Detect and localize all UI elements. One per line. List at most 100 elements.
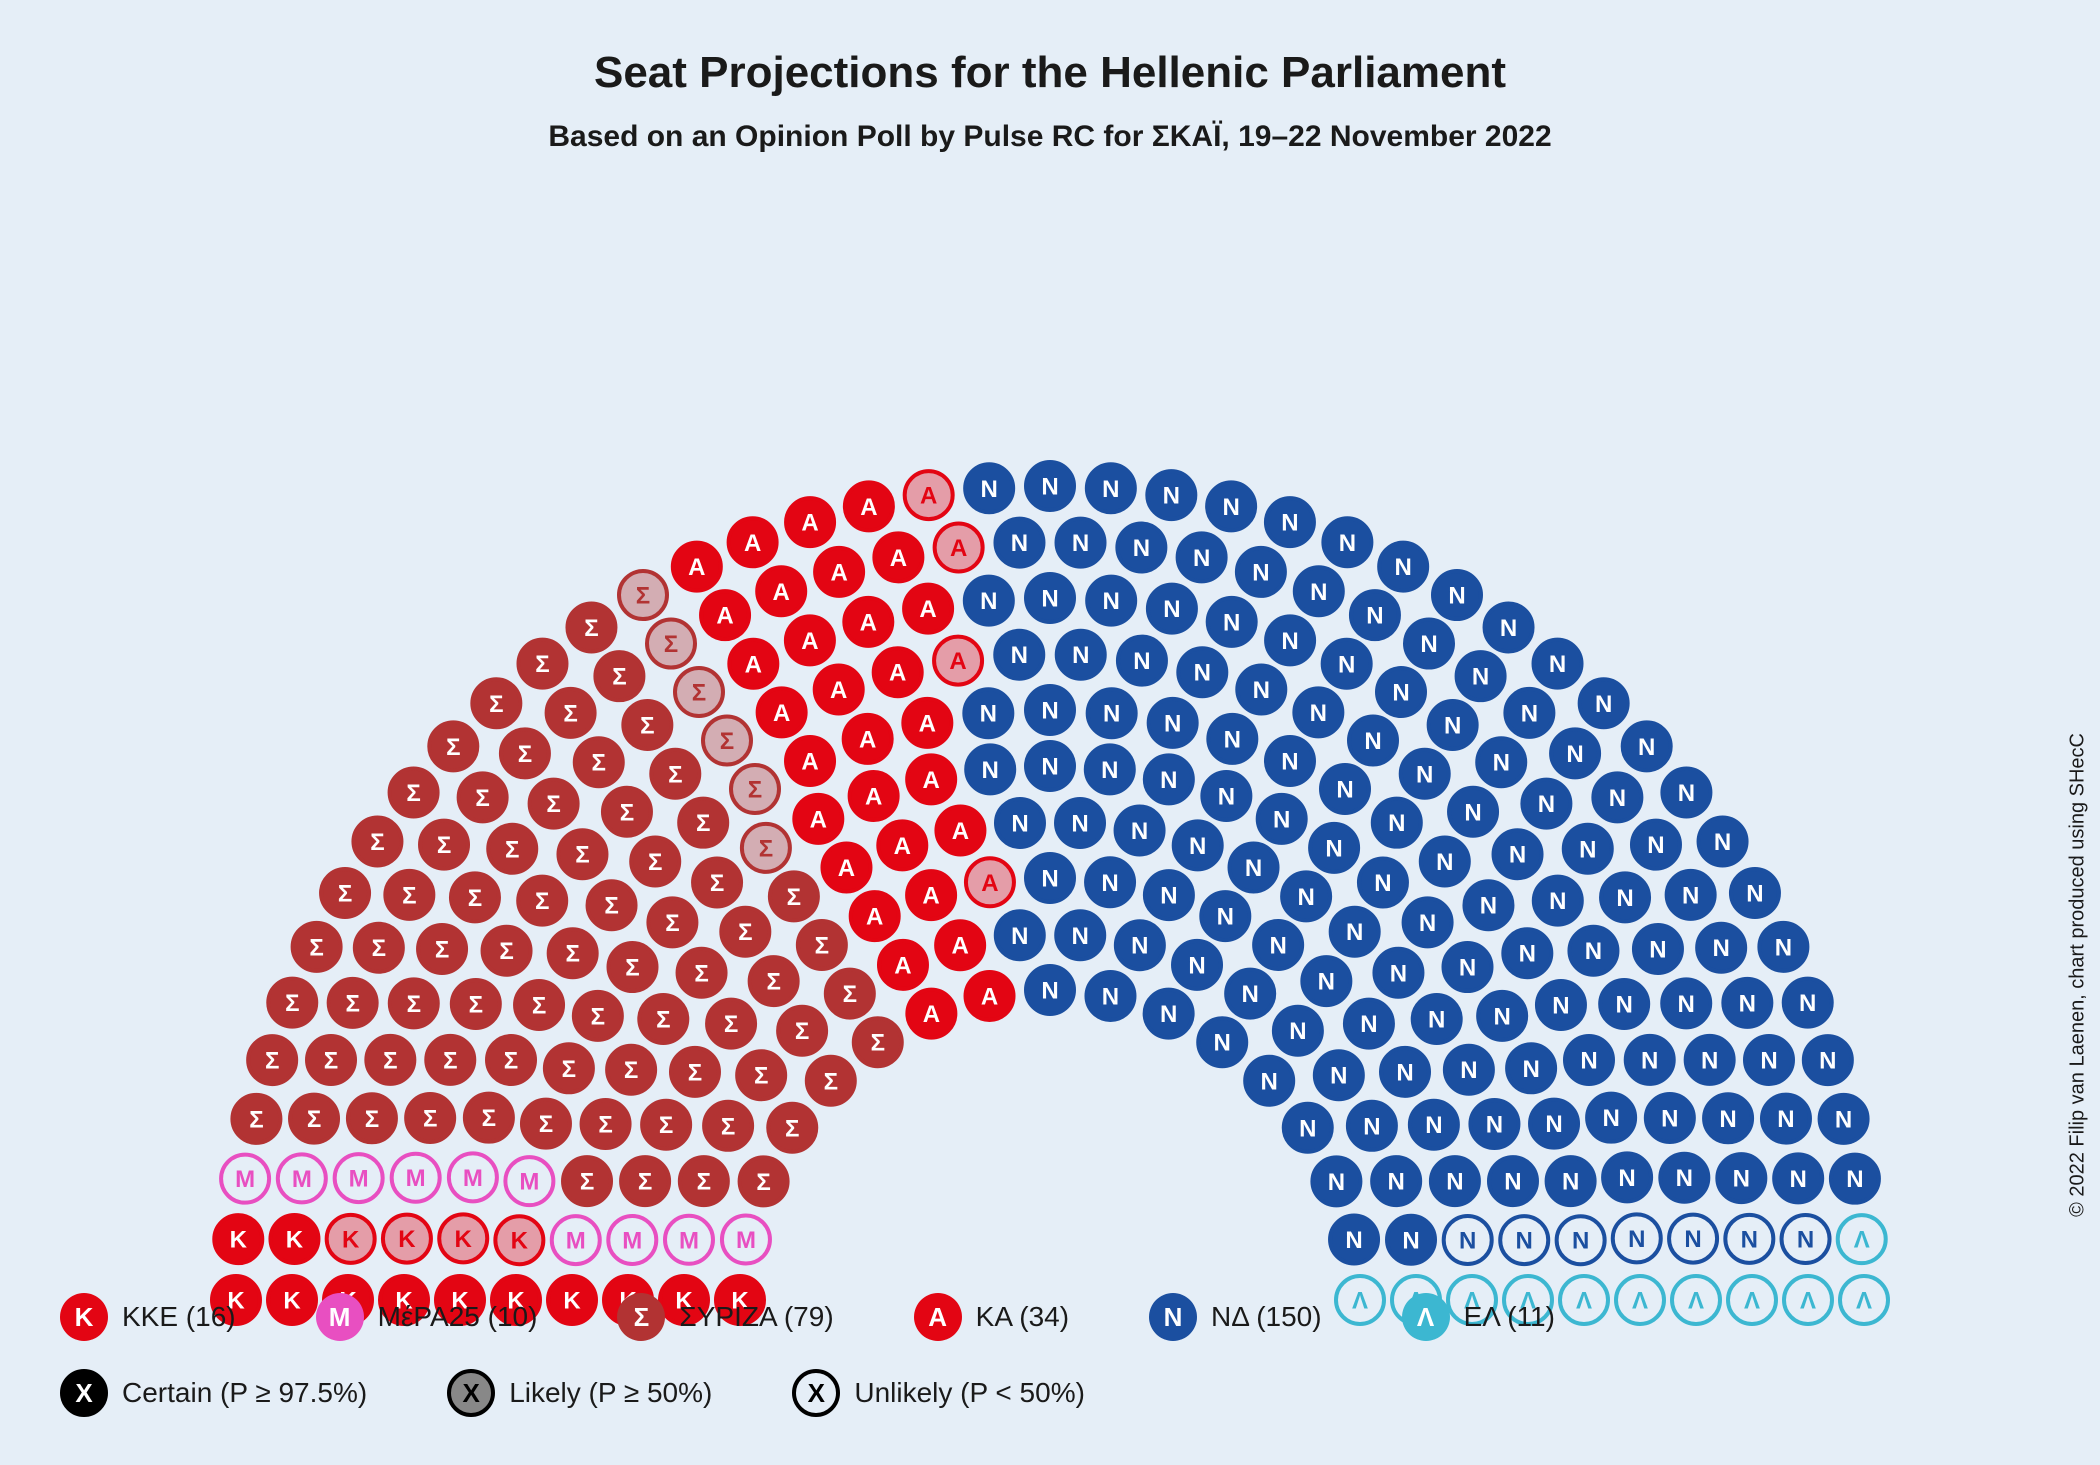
svg-text:Σ: Σ: [535, 651, 549, 678]
seat: Ν: [1086, 858, 1134, 906]
svg-text:Ν: Ν: [1374, 870, 1391, 897]
svg-text:Ν: Ν: [1428, 1007, 1445, 1034]
seat: Ν: [1026, 574, 1074, 622]
svg-text:Ν: Ν: [1218, 783, 1235, 810]
legend-item-unlikely: XUnlikely (P < 50%): [792, 1369, 1085, 1417]
svg-text:Σ: Σ: [756, 1169, 770, 1196]
seat: Σ: [854, 1018, 902, 1066]
seat: Ν: [1478, 992, 1526, 1040]
svg-text:Σ: Σ: [710, 870, 724, 897]
svg-text:Ν: Ν: [1163, 596, 1180, 623]
seat: Σ: [518, 640, 566, 688]
svg-text:Ν: Ν: [1760, 1047, 1777, 1074]
seat: Ν: [1646, 1094, 1694, 1142]
svg-text:Ν: Ν: [1041, 698, 1058, 725]
svg-text:Σ: Σ: [437, 832, 451, 859]
seat: Ν: [1295, 567, 1343, 615]
seat: Ν: [1173, 941, 1221, 989]
svg-text:Ν: Ν: [1189, 833, 1206, 860]
svg-text:Σ: Σ: [815, 932, 829, 959]
seat: Ν: [1230, 843, 1278, 891]
seat: Ν: [1178, 648, 1226, 696]
seat: Ν: [1522, 780, 1570, 828]
seat: Ν: [1600, 980, 1648, 1028]
svg-text:Ν: Ν: [1188, 952, 1205, 979]
svg-text:Ν: Ν: [1797, 1227, 1814, 1254]
seat: Ν: [1026, 854, 1074, 902]
svg-text:Ν: Ν: [1281, 510, 1298, 537]
svg-text:Σ: Σ: [546, 791, 560, 818]
svg-text:Ν: Ν: [1164, 710, 1181, 737]
svg-text:Ν: Ν: [1486, 1112, 1503, 1139]
svg-text:Σ: Σ: [489, 691, 503, 718]
svg-text:Σ: Σ: [604, 893, 618, 920]
seat: Ν: [1026, 966, 1074, 1014]
svg-text:Ν: Ν: [1390, 960, 1407, 987]
svg-text:Σ: Σ: [505, 836, 519, 863]
seat: Ν: [1759, 923, 1807, 971]
seat: Σ: [675, 668, 723, 716]
seat: Α: [844, 598, 892, 646]
seat: Ν: [1820, 1095, 1868, 1143]
svg-text:Ν: Ν: [1572, 1228, 1589, 1255]
seat: Σ: [483, 927, 531, 975]
svg-text:Ν: Ν: [982, 757, 999, 784]
seat: Μ: [722, 1216, 770, 1264]
seat: Σ: [704, 1102, 752, 1150]
seat: Ν: [1323, 640, 1371, 688]
svg-text:Α: Α: [773, 579, 790, 606]
seat: Ν: [1660, 1154, 1708, 1202]
svg-text:Σ: Σ: [504, 1048, 518, 1075]
svg-text:Ν: Ν: [1072, 530, 1089, 557]
legend-item-syriza: ΣΣΥΡΙΖΑ (79): [617, 1293, 833, 1341]
legend-item-certain: XCertain (P ≥ 97.5%): [60, 1369, 367, 1417]
svg-text:Σ: Σ: [435, 937, 449, 964]
seat: Ν: [1464, 881, 1512, 929]
svg-text:Α: Α: [919, 710, 936, 737]
svg-text:Ν: Ν: [980, 701, 997, 728]
legend-swatch: Σ: [617, 1293, 665, 1341]
svg-text:Ν: Ν: [1253, 677, 1270, 704]
svg-text:Σ: Σ: [754, 1063, 768, 1090]
seat: Ν: [1118, 637, 1166, 685]
seat: Α: [758, 688, 806, 736]
seat: Σ: [582, 1100, 630, 1148]
seat: Ν: [1116, 806, 1164, 854]
seat: Ν: [1421, 838, 1469, 886]
seat: Σ: [693, 859, 741, 907]
seat: Ν: [1379, 543, 1427, 591]
svg-text:Σ: Σ: [759, 835, 773, 862]
seat: Ν: [996, 799, 1044, 847]
seat: Ν: [1444, 1216, 1492, 1264]
svg-text:Ν: Ν: [1661, 1106, 1678, 1133]
svg-text:Ν: Ν: [1647, 832, 1664, 859]
seat: Α: [966, 972, 1014, 1020]
seat: Σ: [545, 1044, 593, 1092]
seat: Ν: [1580, 679, 1628, 727]
seat: Α: [815, 666, 863, 714]
seat: Σ: [567, 603, 615, 651]
legend-item-mera25: ΜΜέΡΑ25 (10): [316, 1293, 538, 1341]
seat: Ν: [1088, 689, 1136, 737]
seat: Μ: [278, 1154, 326, 1202]
legend-label: Unlikely (P < 50%): [854, 1377, 1085, 1409]
seat: Μ: [552, 1216, 600, 1264]
svg-text:Α: Α: [866, 904, 883, 931]
seat: Σ: [721, 908, 769, 956]
svg-text:Σ: Σ: [285, 990, 299, 1017]
svg-text:Ν: Ν: [1714, 829, 1731, 856]
svg-text:Ν: Ν: [1041, 754, 1058, 781]
seat: Ν: [1551, 729, 1599, 777]
svg-text:Ν: Ν: [1194, 660, 1211, 687]
seat: Α: [903, 699, 951, 747]
seat: Ν: [1145, 871, 1193, 919]
svg-text:Σ: Σ: [443, 1047, 457, 1074]
seat: Σ: [609, 943, 657, 991]
svg-text:Ν: Ν: [980, 588, 997, 615]
svg-text:Ν: Ν: [1131, 818, 1148, 845]
svg-text:Σ: Σ: [518, 741, 532, 768]
seat: Σ: [647, 620, 695, 668]
svg-text:Σ: Σ: [423, 1106, 437, 1133]
svg-text:Ν: Ν: [1364, 728, 1381, 755]
svg-text:Ν: Ν: [1072, 923, 1089, 950]
